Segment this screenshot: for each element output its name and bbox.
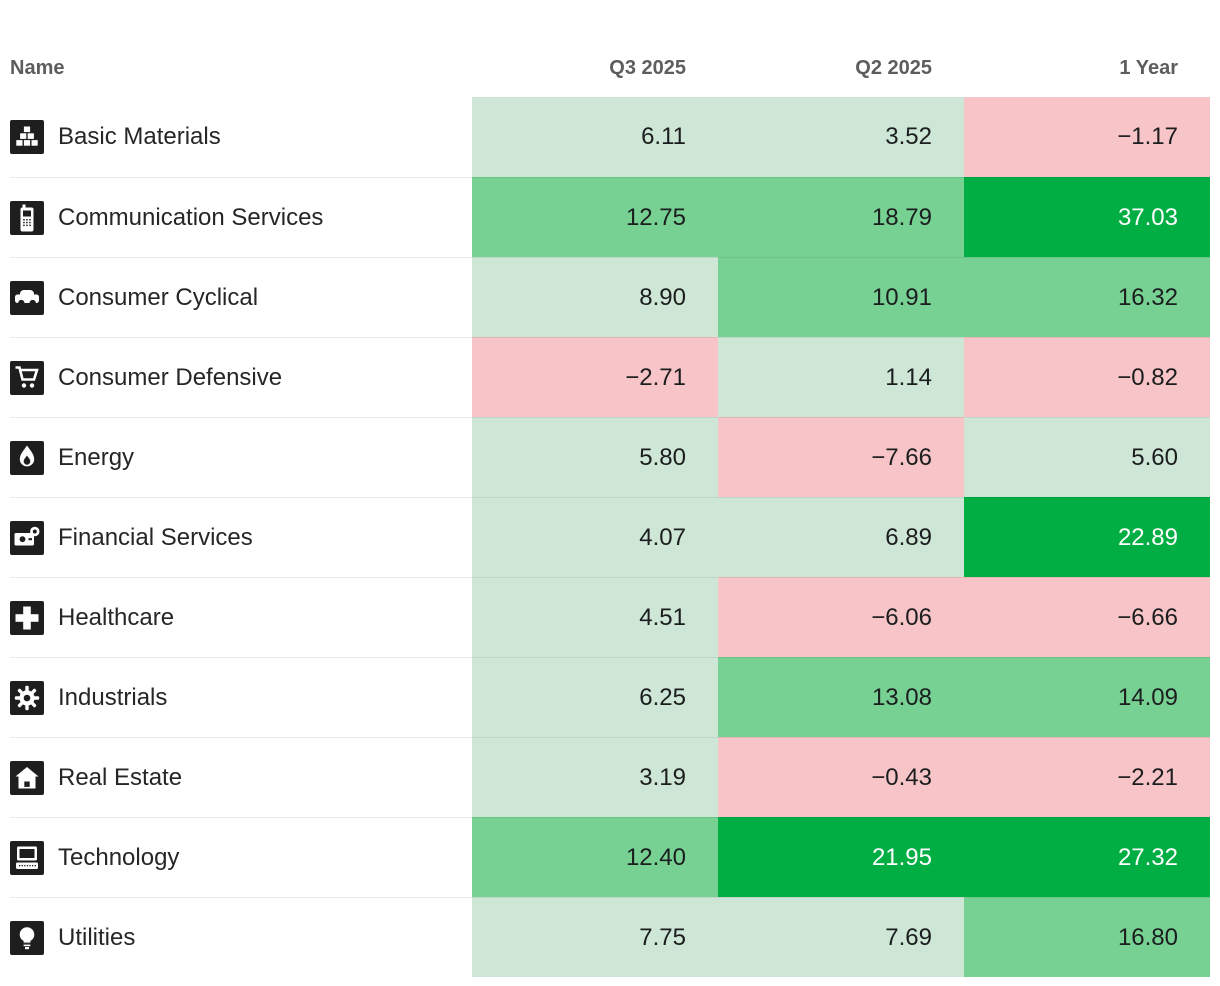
sector-name: Basic Materials [58, 123, 221, 150]
sector-name: Consumer Defensive [58, 363, 283, 391]
value-cell: 6.11 [472, 97, 718, 177]
sector-name: Consumer Cyclical [58, 283, 259, 311]
real-estate-icon [10, 760, 44, 795]
column-header-q2-2025[interactable]: Q2 2025 [855, 57, 932, 79]
value-cell: 3.52 [718, 97, 964, 177]
value-cell: 7.69 [718, 897, 964, 977]
sector-name: Utilities [58, 923, 136, 951]
value-cell: 6.25 [472, 657, 718, 737]
value-cell: 8.90 [472, 257, 718, 337]
value-cell: −2.21 [964, 737, 1210, 817]
consumer-cyclical-icon [10, 280, 44, 315]
column-header-1-year[interactable]: 1 Year [1119, 57, 1178, 79]
row-utilities[interactable]: Utilities [10, 897, 472, 977]
value-cell: 12.40 [472, 817, 718, 897]
value-cell: −6.06 [718, 577, 964, 657]
value-cell: 22.89 [964, 497, 1210, 577]
sector-name: Real Estate [58, 763, 183, 791]
row-communication-services[interactable]: Communication Services [10, 177, 472, 257]
row-technology[interactable]: Technology [10, 817, 472, 897]
value-cell: 12.75 [472, 177, 718, 257]
value-cell: 18.79 [718, 177, 964, 257]
energy-icon [10, 440, 44, 475]
value-cell: −0.43 [718, 737, 964, 817]
value-cell: 16.32 [964, 257, 1210, 337]
value-cell: 37.03 [964, 177, 1210, 257]
industrials-icon [10, 680, 44, 715]
column-header-q3-2025[interactable]: Q3 2025 [609, 57, 686, 79]
value-cell: 21.95 [718, 817, 964, 897]
value-cell: 13.08 [718, 657, 964, 737]
sector-name: Healthcare [58, 603, 175, 631]
value-cell: 10.91 [718, 257, 964, 337]
value-cell: 4.51 [472, 577, 718, 657]
value-cell: 3.19 [472, 737, 718, 817]
row-financial-services[interactable]: Financial Services [10, 497, 472, 577]
sector-name: Energy [58, 443, 135, 471]
value-cell: 1.14 [718, 337, 964, 417]
utilities-icon [10, 920, 44, 955]
value-cell: −6.66 [964, 577, 1210, 657]
value-cell: 14.09 [964, 657, 1210, 737]
financial-services-icon [10, 520, 44, 555]
value-cell: 7.75 [472, 897, 718, 977]
consumer-defensive-icon [10, 360, 44, 395]
value-cell: 5.80 [472, 417, 718, 497]
sector-name: Technology [58, 843, 180, 871]
row-healthcare[interactable]: Healthcare [10, 577, 472, 657]
sector-name: Communication Services [58, 203, 324, 231]
value-cell: 27.32 [964, 817, 1210, 897]
sector-name: Industrials [58, 683, 168, 711]
sector-name: Financial Services [58, 523, 253, 551]
value-cell: −7.66 [718, 417, 964, 497]
technology-icon [10, 840, 44, 875]
basic-materials-icon [10, 120, 44, 154]
row-real-estate[interactable]: Real Estate [10, 737, 472, 817]
row-energy[interactable]: Energy [10, 417, 472, 497]
column-header-name[interactable]: Name [10, 57, 65, 79]
communication-services-icon [10, 200, 44, 235]
value-cell: 6.89 [718, 497, 964, 577]
row-consumer-cyclical[interactable]: Consumer Cyclical [10, 257, 472, 337]
row-consumer-defensive[interactable]: Consumer Defensive [10, 337, 472, 417]
row-industrials[interactable]: Industrials [10, 657, 472, 737]
value-cell: −2.71 [472, 337, 718, 417]
value-cell: 16.80 [964, 897, 1210, 977]
value-cell: 4.07 [472, 497, 718, 577]
row-basic-materials[interactable]: Basic Materials [10, 97, 472, 177]
value-cell: 5.60 [964, 417, 1210, 497]
value-cell: −1.17 [964, 97, 1210, 177]
healthcare-icon [10, 600, 44, 635]
value-cell: −0.82 [964, 337, 1210, 417]
